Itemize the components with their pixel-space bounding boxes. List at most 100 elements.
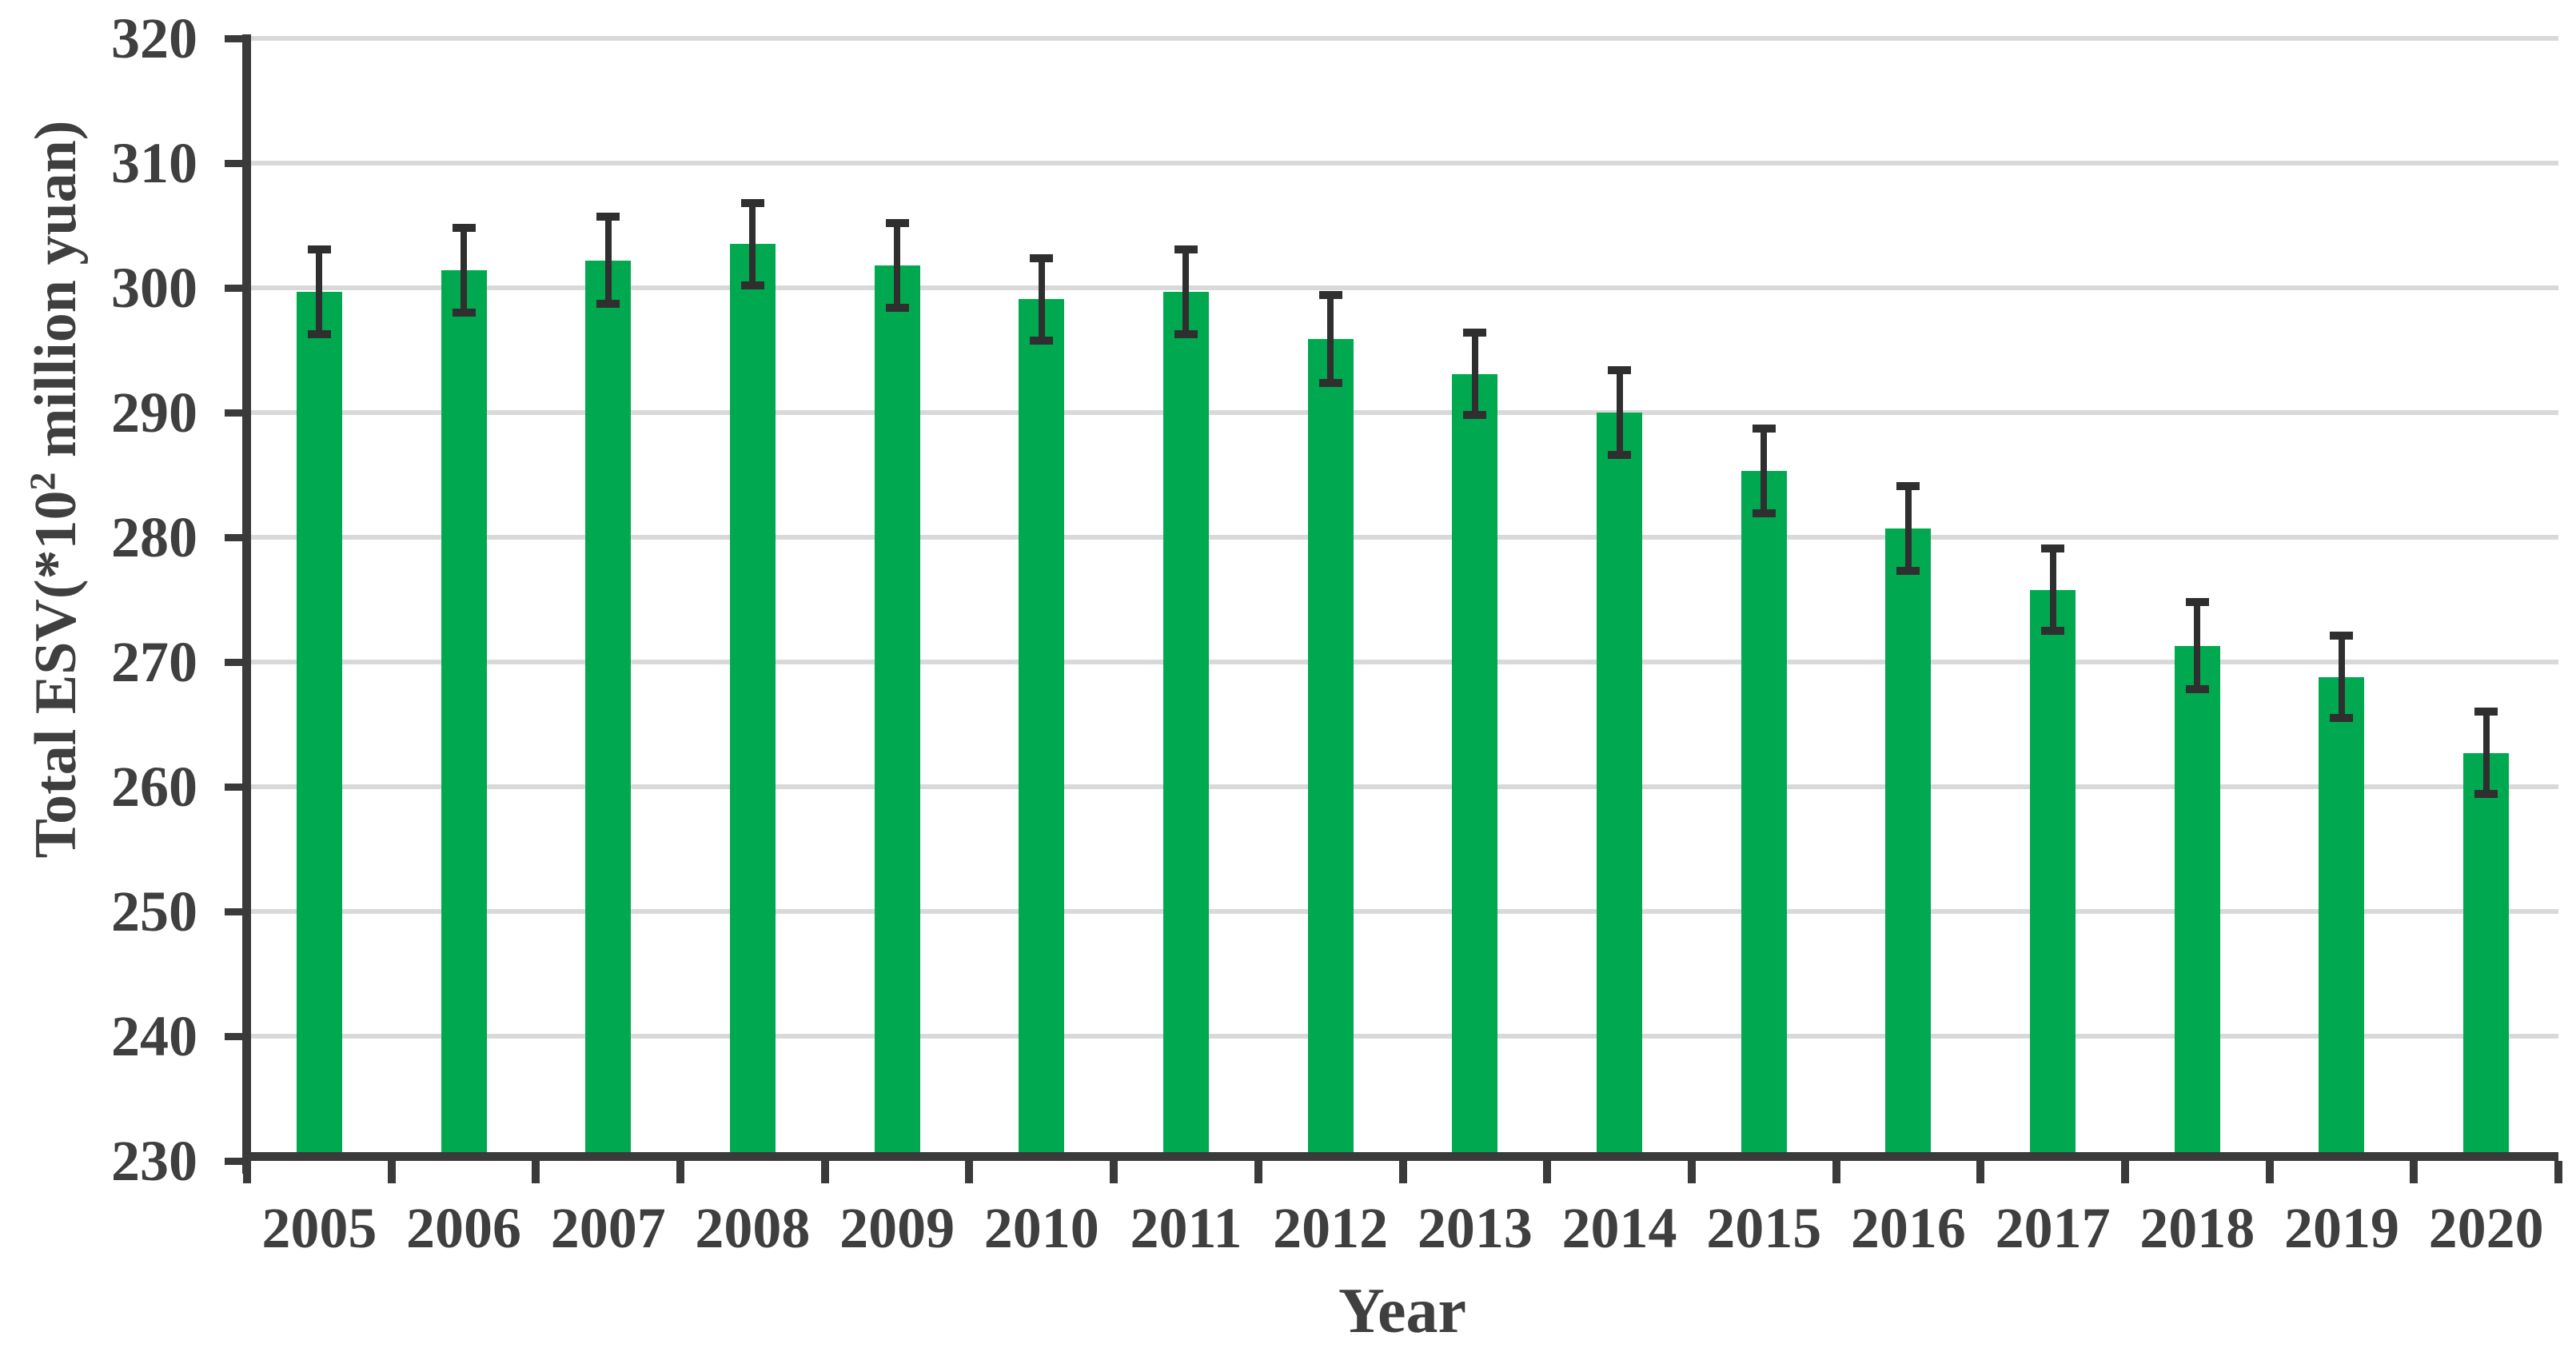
error-bar-cap-bottom	[596, 300, 620, 309]
x-axis-tick	[1976, 1161, 1985, 1183]
x-tick-label: 2009	[839, 1196, 955, 1260]
gridline	[251, 161, 2558, 166]
bar	[2030, 589, 2076, 1161]
gridline	[251, 1034, 2558, 1039]
error-bar-cap-bottom	[1463, 411, 1487, 420]
error-bar-cap-bottom	[2330, 714, 2354, 723]
y-axis-tick	[225, 1033, 251, 1040]
error-bar-cap-bottom	[885, 303, 909, 312]
error-bar-cap-top	[596, 213, 620, 221]
error-bar-line	[461, 228, 468, 313]
x-tick-label: 2019	[2283, 1196, 2399, 1260]
y-axis-tick	[225, 160, 251, 167]
error-bar-cap-bottom	[740, 281, 764, 289]
x-tick-label: 2007	[550, 1196, 666, 1260]
x-axis-title: Year	[1338, 1276, 1466, 1346]
error-bar-line	[1761, 429, 1768, 514]
x-tick-label: 2011	[1130, 1196, 1242, 1260]
y-axis-tick	[225, 409, 251, 417]
y-tick-label: 230	[111, 1129, 197, 1193]
x-tick-label: 2020	[2428, 1196, 2544, 1260]
error-bar-line	[316, 249, 323, 334]
bar	[585, 260, 632, 1161]
gridline	[251, 410, 2558, 415]
bar	[441, 270, 487, 1161]
y-axis-title-superscript: 2	[22, 472, 63, 491]
error-bar-cap-bottom	[2041, 627, 2065, 635]
error-bar-cap-top	[740, 198, 764, 207]
y-axis-tick	[225, 659, 251, 666]
x-axis-tick	[676, 1161, 685, 1183]
bar	[874, 265, 920, 1161]
error-bar-cap-top	[1318, 291, 1342, 300]
y-tick-label: 310	[111, 131, 197, 195]
error-bar-cap-bottom	[452, 309, 476, 317]
x-axis-tick	[1398, 1161, 1407, 1183]
error-bar-line	[1616, 369, 1623, 456]
x-axis-tick	[1543, 1161, 1552, 1183]
y-tick-label: 320	[111, 6, 197, 70]
x-tick-label: 2005	[261, 1196, 377, 1260]
x-tick-label: 2017	[1995, 1196, 2111, 1260]
error-bar-cap-bottom	[1752, 509, 1776, 518]
bar	[729, 244, 776, 1161]
error-bar-cap-top	[1896, 482, 1920, 491]
error-bar-line	[894, 222, 901, 308]
y-tick-label: 260	[111, 755, 197, 819]
x-tick-label: 2006	[406, 1196, 522, 1260]
x-axis-tick	[532, 1161, 540, 1183]
bar	[1019, 299, 1065, 1161]
y-axis-tick	[225, 784, 251, 791]
x-axis-tick	[1832, 1161, 1840, 1183]
error-bar-cap-top	[307, 245, 331, 253]
error-bar-line	[1471, 333, 1478, 416]
y-tick-label: 250	[111, 879, 197, 943]
error-bar-cap-top	[1752, 425, 1776, 433]
x-axis-tick	[1254, 1161, 1262, 1183]
error-bar-cap-top	[2041, 544, 2065, 553]
x-axis-tick	[2410, 1161, 2418, 1183]
error-bar-cap-top	[452, 224, 476, 233]
error-bar-line	[749, 202, 756, 285]
bar	[2319, 676, 2365, 1161]
y-axis-tick	[225, 1158, 251, 1165]
bar	[1741, 471, 1787, 1161]
error-bar-line	[1327, 295, 1334, 383]
error-bar-cap-bottom	[1608, 451, 1632, 460]
bar	[2463, 752, 2510, 1161]
x-tick-label: 2016	[1850, 1196, 1966, 1260]
gridline	[251, 784, 2558, 789]
x-tick-label: 2014	[1561, 1196, 1677, 1260]
error-bar-line	[1038, 257, 1045, 341]
gridline	[251, 535, 2558, 540]
x-axis-line	[242, 1152, 2558, 1161]
bar	[1452, 373, 1498, 1161]
error-bar-line	[1182, 249, 1190, 334]
x-tick-label: 2012	[1273, 1196, 1389, 1260]
gridline	[251, 909, 2558, 914]
bar	[1885, 528, 1932, 1161]
error-bar-line	[2049, 548, 2056, 631]
x-axis-tick	[965, 1161, 974, 1183]
gridline	[251, 285, 2558, 290]
error-bar-line	[604, 217, 612, 305]
error-bar-cap-top	[1030, 253, 1054, 262]
error-bar-line	[2338, 636, 2345, 719]
bar	[296, 291, 342, 1161]
error-bar-cap-bottom	[1896, 567, 1920, 576]
error-bar-cap-bottom	[1030, 336, 1054, 345]
error-bar-cap-bottom	[2185, 685, 2209, 694]
error-bar-cap-top	[1608, 365, 1632, 374]
y-tick-label: 290	[111, 381, 197, 445]
error-bar-cap-top	[1463, 329, 1487, 337]
error-bar-line	[2194, 602, 2201, 690]
bar	[1307, 338, 1354, 1161]
error-bar-cap-bottom	[1318, 378, 1342, 387]
y-axis-line	[242, 34, 251, 1174]
error-bar-cap-top	[885, 218, 909, 227]
bar	[1162, 291, 1209, 1161]
x-tick-label: 2013	[1417, 1196, 1533, 1260]
error-bar-line	[1904, 486, 1912, 572]
y-axis-tick	[225, 908, 251, 915]
